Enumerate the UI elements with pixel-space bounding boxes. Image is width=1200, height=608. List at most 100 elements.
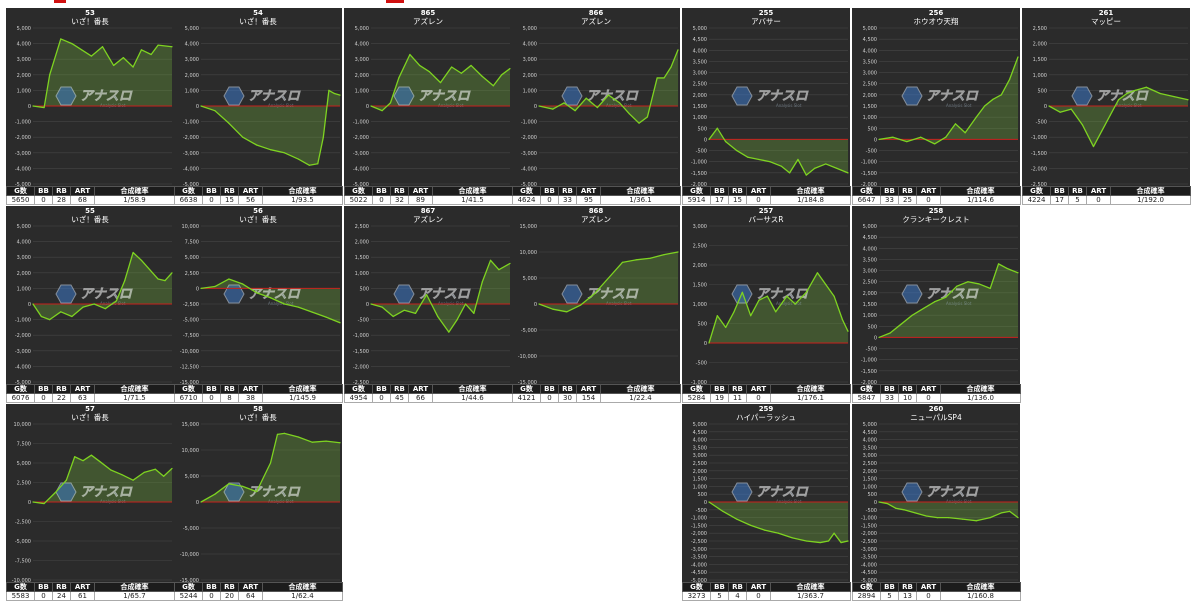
y-tick-label: 5,000: [17, 26, 31, 32]
data-point: [538, 303, 540, 305]
graph-panel[interactable]: 256 ホウオウ天翔 5,000 4,500 4,000 3,500 3,000 2,500 2…: [852, 8, 1021, 205]
stats-value-cell: 6647: [852, 195, 881, 205]
y-tick-label: 3,000: [17, 255, 31, 261]
data-point: [708, 342, 710, 344]
stats-header-cell: 合成確率: [770, 384, 851, 394]
stats-value-cell: 1/44.6: [432, 393, 513, 403]
graph-panel[interactable]: 261 マッピー 2,500 2,000 1,500 1,000 500 0 -500 -1,00…: [1022, 8, 1191, 205]
data-point: [836, 167, 838, 169]
y-tick-label: -500: [696, 508, 707, 514]
data-point: [171, 46, 173, 48]
stats-value-cell: 1/71.5: [94, 393, 175, 403]
data-point: [419, 64, 421, 67]
stats-header-cell: BB: [710, 384, 729, 394]
graph-panel[interactable]: 260 ニューパルSP4 5,000 4,500 4,000 3,500 3,000 2,50…: [852, 404, 1021, 601]
stats-value-cell: 25: [898, 195, 917, 205]
stats-table: G数 BB RB ART 合成確率 4121 0 30 154 1/22.4: [512, 384, 681, 403]
stats-value-cell: 0: [540, 393, 559, 403]
graph-background: [682, 8, 850, 186]
stats-value-cell: 0: [34, 195, 53, 205]
graph-panel[interactable]: 57 いざ！番長 10,000 7,500 5,000 2,500 0 -2,500 -5,00…: [6, 404, 175, 601]
stats-header-cell: ART: [238, 186, 263, 196]
watermark-text: アナスロ: [418, 89, 471, 104]
y-tick-label: -15,000: [180, 380, 199, 384]
data-point: [256, 292, 258, 294]
stats-value-cell: 0: [540, 195, 559, 205]
watermark-text: アナスロ: [80, 287, 133, 302]
stats-value-cell: 61: [70, 591, 95, 601]
stats-header-cell: RB: [220, 186, 239, 196]
watermark-subtext: Analysis Slot: [946, 103, 972, 108]
y-tick-label: 0: [28, 104, 31, 110]
stats-header-cell: RB: [898, 582, 917, 592]
graph-panel[interactable]: 259 ハイパーラッシュ 5,000 4,500 4,000 3,500 3,000 2,50…: [682, 404, 851, 601]
y-tick-label: -1,500: [691, 171, 707, 177]
stats-value-cell: 1/176.1: [770, 393, 851, 403]
graph-panel[interactable]: 868 アズレン 15,000 10,000 5,000 0 -5,000 -10,000 -1…: [512, 206, 681, 403]
graph-panel[interactable]: 258 クランキークレスト 5,000 4,500 4,000 3,500 3,000 2,5…: [852, 206, 1021, 403]
graph-panel[interactable]: 58 いざ！番長 15,000 10,000 5,000 0 -5,000 -10,000 -1…: [174, 404, 343, 601]
stats-value-cell: 1/160.8: [940, 591, 1021, 601]
graph-panel[interactable]: 53 いざ！番長 5,000 4,000 3,000 2,000 1,000 0 -1,000 -…: [6, 8, 175, 205]
stats-value-cell: 5: [880, 591, 899, 601]
stats-value-cell: 33: [880, 195, 899, 205]
graph-panel[interactable]: 867 アズレン 2,500 2,000 1,500 1,000 500 0 -500 -1,00…: [344, 206, 513, 403]
y-tick-label: -1,500: [353, 349, 369, 355]
y-tick-label: 1,000: [693, 484, 707, 490]
stats-header-cell: G数: [174, 186, 203, 196]
stats-header-cell: RB: [390, 186, 409, 196]
data-point: [381, 110, 383, 112]
data-point: [552, 108, 554, 110]
y-tick-label: -1,500: [691, 523, 707, 529]
data-point: [370, 303, 372, 305]
data-point: [1000, 512, 1002, 514]
y-tick-label: -1,000: [15, 120, 31, 126]
data-point: [381, 306, 383, 308]
y-tick-label: 2,000: [863, 291, 877, 297]
graph-panel[interactable]: 255 アバサー 5,000 4,500 4,000 3,500 3,000 2,500 2,0…: [682, 8, 851, 205]
y-tick-label: -2,500: [15, 520, 31, 526]
series-line: [200, 432, 341, 503]
y-tick-label: -1,000: [861, 160, 877, 166]
data-point: [833, 532, 835, 534]
stats-header-cell: RB: [220, 582, 239, 592]
stats-header-cell: ART: [916, 384, 941, 394]
top-accent-bar: [54, 0, 66, 3]
data-point: [1159, 92, 1161, 95]
stats-header-cell: G数: [682, 384, 711, 394]
stats-header-cell: BB: [372, 384, 391, 394]
data-point: [716, 315, 718, 317]
stats-value-cell: 5583: [6, 591, 35, 601]
stats-value-cell: 1/41.5: [432, 195, 513, 205]
graph-panel[interactable]: 257 バーサスR 3,000 2,500 2,000 1,500 1,000 500 0 -50…: [682, 206, 851, 403]
graph-background: [174, 8, 342, 186]
y-tick-label: 2,000: [17, 271, 31, 277]
stats-header-cell: 合成確率: [940, 582, 1021, 592]
stats-header-cell: ART: [238, 582, 263, 592]
y-tick-label: 500: [867, 492, 877, 498]
y-tick-label: 1,000: [863, 484, 877, 490]
machine-number: 58: [253, 405, 263, 413]
y-tick-label: 0: [874, 335, 877, 341]
data-point: [1006, 267, 1008, 269]
graph-panel[interactable]: 866 アズレン 5,000 4,000 3,000 2,000 1,000 0 -1,000 -…: [512, 8, 681, 205]
graph-panel[interactable]: 55 いざ！番長 5,000 4,000 3,000 2,000 1,000 0 -1,000 -…: [6, 206, 175, 403]
data-point: [895, 507, 897, 509]
y-tick-label: -2,500: [691, 539, 707, 545]
data-point: [769, 161, 771, 163]
graph-panel[interactable]: 54 いざ！番長 5,000 4,000 3,000 2,000 1,000 0 -1,000 -…: [174, 8, 343, 205]
graph-panel[interactable]: 56 いざ！番長 10,000 7,500 5,000 2,500 0 -2,500 -5,00…: [174, 206, 343, 403]
stats-value-cell: 1/145.9: [262, 393, 343, 403]
data-point: [992, 98, 994, 100]
machine-number: 259: [759, 405, 774, 413]
data-point: [54, 492, 56, 494]
data-point: [747, 156, 749, 158]
machine-name: ホウオウ天翔: [914, 16, 959, 26]
stats-value-cell: 4954: [344, 393, 373, 403]
graph-panel[interactable]: 865 アズレン 5,000 4,000 3,000 2,000 1,000 0 -1,000 -…: [344, 8, 513, 205]
stats-table: G数 BB RB ART 合成確率 5914 17 15 0 1/184.8: [682, 186, 851, 205]
data-point: [922, 307, 925, 310]
stats-table: G数 BB RB ART 合成確率 5022 0 32 89 1/41.5: [344, 186, 513, 205]
